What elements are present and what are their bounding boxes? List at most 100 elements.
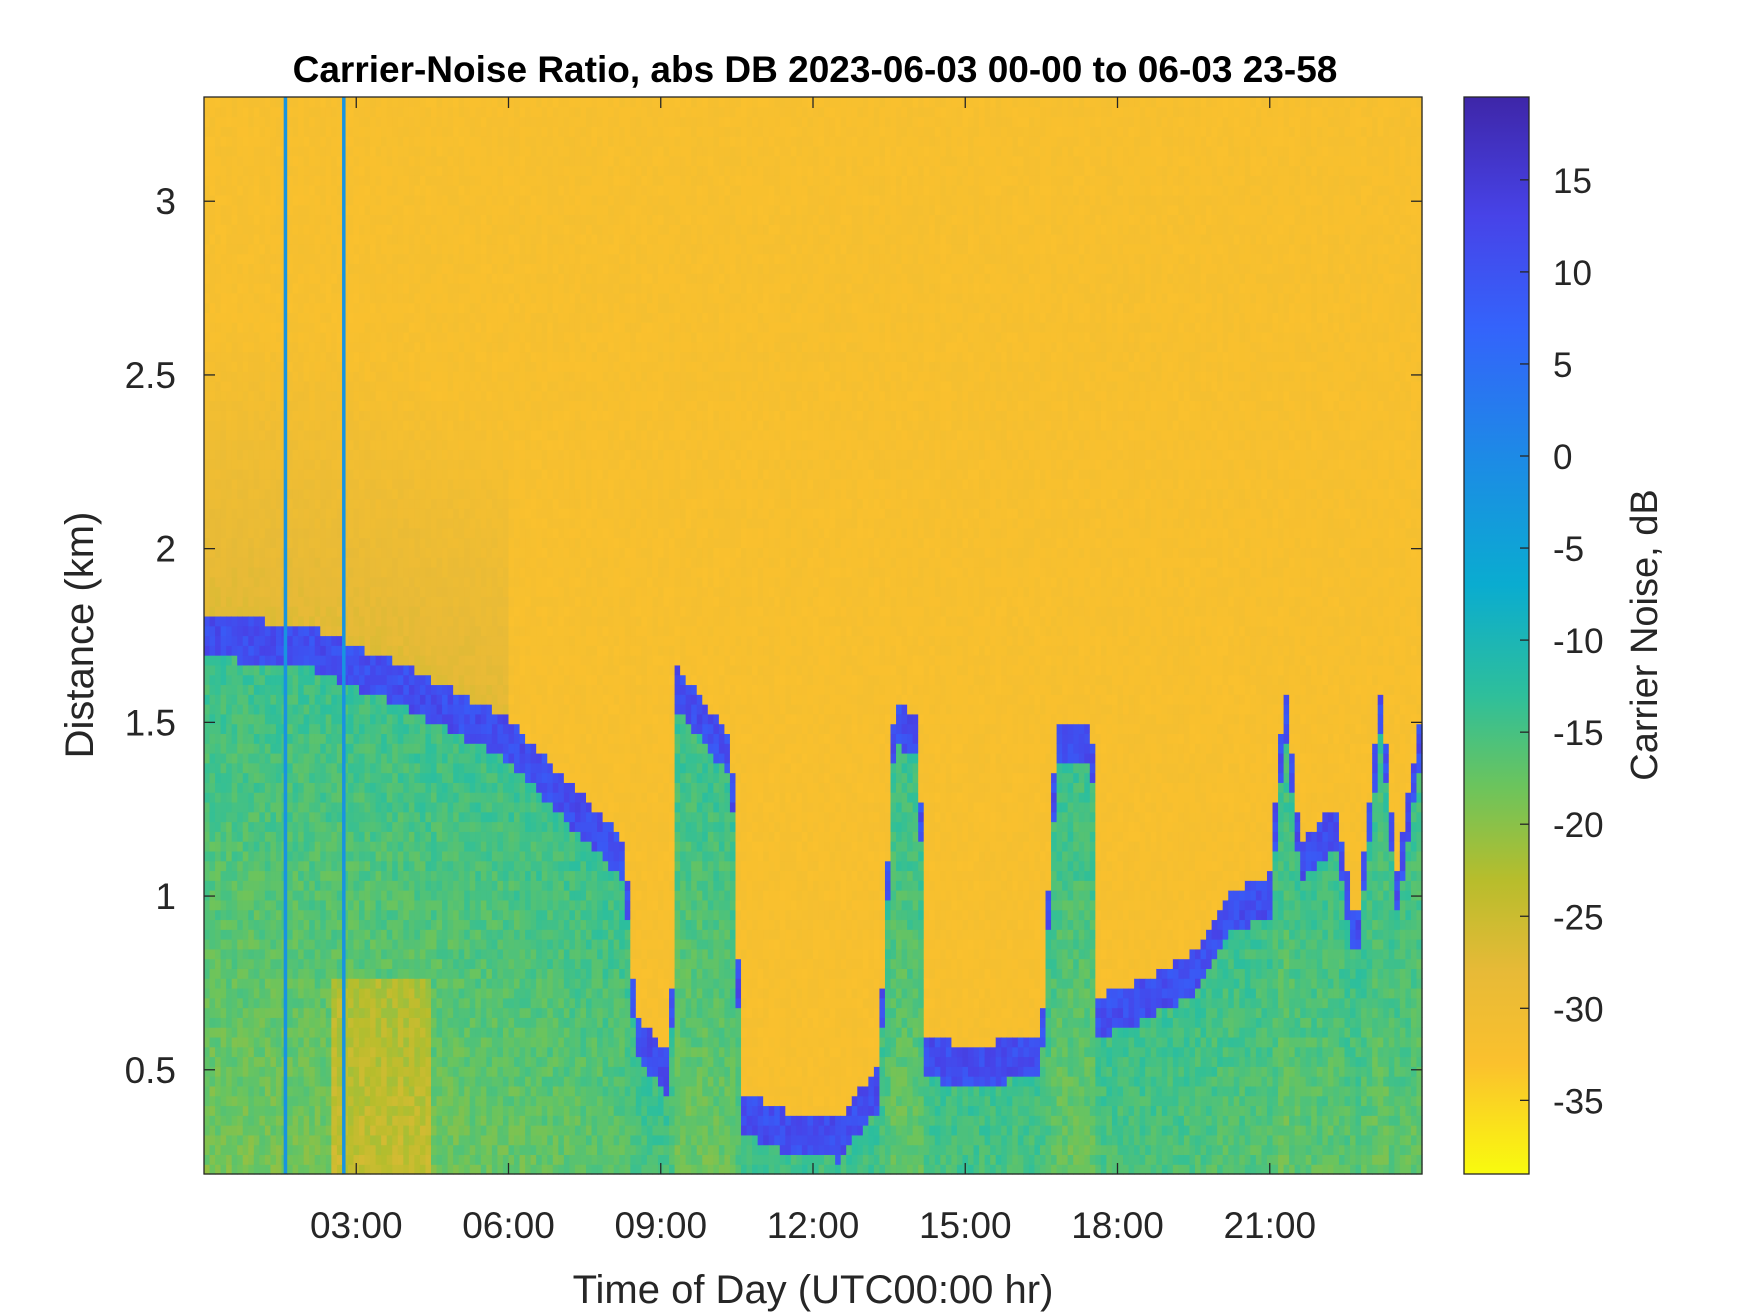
heatmap-cell [215, 753, 221, 763]
heatmap-cell [259, 430, 265, 440]
heatmap-cell [353, 645, 359, 655]
heatmap-cell [359, 557, 365, 567]
heatmap-cell [409, 371, 415, 381]
heatmap-cell [365, 870, 371, 880]
heatmap-cell [276, 195, 282, 205]
heatmap-cell [448, 381, 454, 391]
heatmap-cell [210, 1047, 216, 1057]
heatmap-cell [398, 577, 404, 587]
heatmap-cell [204, 968, 210, 978]
heatmap-cell [315, 459, 321, 469]
heatmap-cell [326, 107, 332, 117]
heatmap-cell [270, 273, 276, 283]
heatmap-cell [453, 890, 459, 900]
heatmap-cell [320, 626, 326, 636]
heatmap-cell [442, 254, 448, 264]
heatmap-cell [232, 293, 238, 303]
heatmap-cell [392, 968, 398, 978]
heatmap-cell [248, 1164, 254, 1174]
heatmap-cell [210, 870, 216, 880]
heatmap-cell [392, 449, 398, 459]
heatmap-cell [442, 988, 448, 998]
heatmap-cell [420, 214, 426, 224]
heatmap-cell [331, 312, 337, 322]
heatmap-cell [276, 420, 282, 430]
heatmap-cell [331, 616, 337, 626]
heatmap-cell [376, 361, 382, 371]
heatmap-cell [309, 459, 315, 469]
heatmap-cell [320, 126, 326, 136]
heatmap-cell [370, 616, 376, 626]
heatmap-cell [270, 929, 276, 939]
heatmap-cell [431, 156, 437, 166]
heatmap-cell [326, 968, 332, 978]
heatmap-cell [414, 489, 420, 499]
heatmap-cell [309, 175, 315, 185]
heatmap-cell [210, 733, 216, 743]
heatmap-cell [376, 156, 382, 166]
heatmap-cell [381, 792, 387, 802]
heatmap-cell [442, 214, 448, 224]
heatmap-cell [254, 449, 260, 459]
heatmap-cell [226, 743, 232, 753]
heatmap-cell [392, 234, 398, 244]
heatmap-cell [437, 782, 443, 792]
heatmap-cell [221, 1037, 227, 1047]
heatmap-cell [309, 352, 315, 362]
heatmap-cell [304, 822, 310, 832]
heatmap-cell [403, 332, 409, 342]
heatmap-cell [287, 479, 293, 489]
heatmap-cell [232, 822, 238, 832]
heatmap-cell [259, 822, 265, 832]
heatmap-cell [348, 724, 354, 734]
heatmap-cell [304, 812, 310, 822]
heatmap-cell [215, 792, 221, 802]
heatmap-cell [403, 694, 409, 704]
heatmap-cell [381, 547, 387, 557]
heatmap-cell [431, 919, 437, 929]
heatmap-cell [204, 773, 210, 783]
heatmap-cell [392, 763, 398, 773]
heatmap-cell [259, 743, 265, 753]
heatmap-cell [232, 538, 238, 548]
heatmap-cell [365, 440, 371, 450]
heatmap-cell [453, 733, 459, 743]
heatmap-cell [270, 822, 276, 832]
heatmap-cell [365, 802, 371, 812]
heatmap-cell [414, 929, 420, 939]
heatmap-cell [276, 694, 282, 704]
heatmap-cell [243, 606, 249, 616]
heatmap-cell [265, 724, 271, 734]
heatmap-cell [215, 1057, 221, 1067]
heatmap-cell [259, 792, 265, 802]
heatmap-cell [425, 469, 431, 479]
heatmap-cell [442, 733, 448, 743]
heatmap-cell [259, 919, 265, 929]
heatmap-cell [365, 401, 371, 411]
heatmap-cell [403, 381, 409, 391]
heatmap-cell [287, 988, 293, 998]
heatmap-cell [259, 1135, 265, 1145]
heatmap-cell [210, 900, 216, 910]
heatmap-cell [210, 831, 216, 841]
heatmap-cell [298, 107, 304, 117]
heatmap-cell [259, 704, 265, 714]
heatmap-cell [425, 861, 431, 871]
heatmap-cell [437, 831, 443, 841]
heatmap-cell [414, 1105, 420, 1115]
heatmap-cell [448, 724, 454, 734]
heatmap-cell [315, 714, 321, 724]
heatmap-cell [243, 861, 249, 871]
heatmap-cell [276, 704, 282, 714]
heatmap-cell [331, 498, 337, 508]
heatmap-cell [370, 1076, 376, 1086]
heatmap-cell [437, 156, 443, 166]
heatmap-cell [221, 430, 227, 440]
heatmap-cell [243, 97, 249, 107]
heatmap-cell [370, 322, 376, 332]
heatmap-cell [276, 459, 282, 469]
heatmap-cell [365, 704, 371, 714]
heatmap-cell [293, 518, 299, 528]
heatmap-cell [232, 841, 238, 851]
heatmap-cell [287, 1096, 293, 1106]
